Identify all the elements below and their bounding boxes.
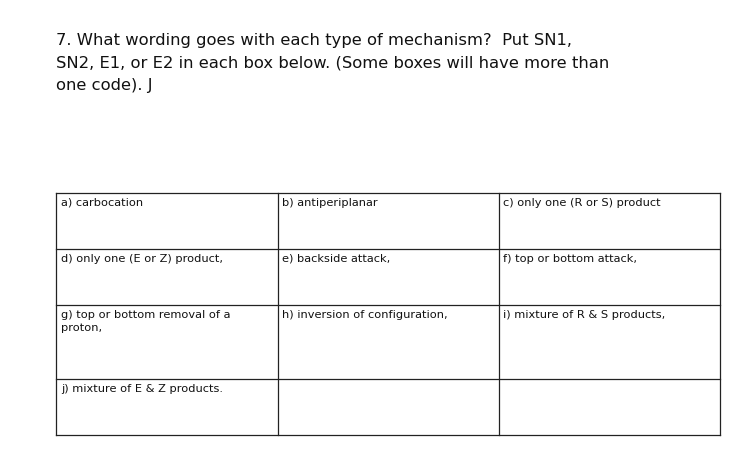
Text: g) top or bottom removal of a
proton,: g) top or bottom removal of a proton, [61, 310, 230, 333]
Text: f) top or bottom attack,: f) top or bottom attack, [503, 254, 638, 264]
Text: b) antiperiplanar: b) antiperiplanar [282, 198, 377, 208]
Text: h) inversion of configuration,: h) inversion of configuration, [282, 310, 448, 320]
Text: c) only one (R or S) product: c) only one (R or S) product [503, 198, 661, 208]
Text: j) mixture of E & Z products.: j) mixture of E & Z products. [61, 384, 223, 394]
Text: a) carbocation: a) carbocation [61, 198, 142, 208]
Text: d) only one (E or Z) product,: d) only one (E or Z) product, [61, 254, 223, 264]
Text: e) backside attack,: e) backside attack, [282, 254, 390, 264]
Text: 7. What wording goes with each type of mechanism?  Put SN1,
SN2, E1, or E2 in ea: 7. What wording goes with each type of m… [56, 33, 610, 93]
Text: i) mixture of R & S products,: i) mixture of R & S products, [503, 310, 665, 320]
